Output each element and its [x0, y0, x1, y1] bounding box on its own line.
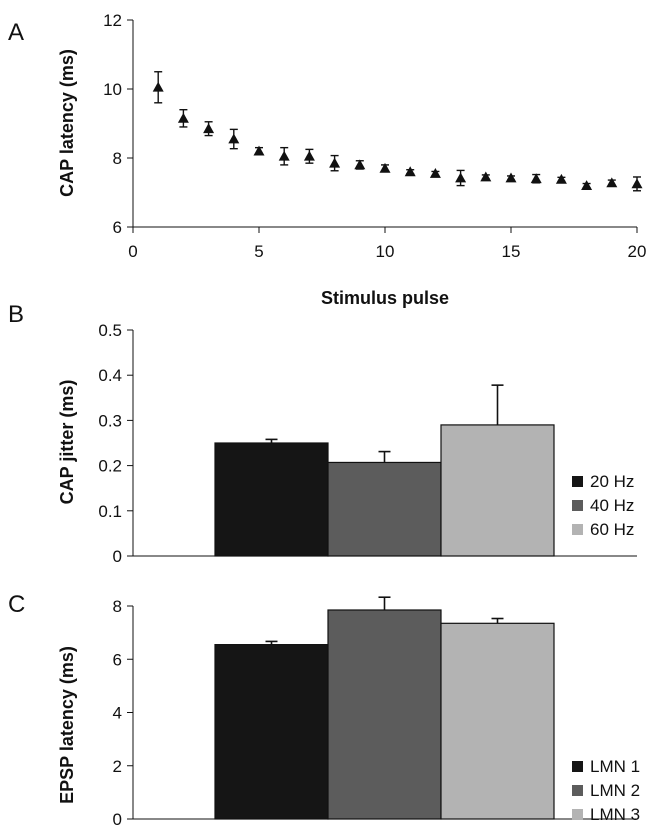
panel-label-b: B	[8, 301, 24, 328]
panel-a-data-point	[278, 150, 290, 161]
panel-b-bar-chart: 0 0.1 0.2 0.3 0.4 0.5 20 Hz 40 Hz 60 Hz	[98, 321, 637, 566]
panel-b-y-tick-label: 0.1	[98, 502, 122, 521]
panel-c-bar	[327, 609, 442, 820]
panel-label-a: A	[8, 19, 24, 46]
panel-a-data-point	[303, 150, 315, 161]
panel-a-y-tick-label: 8	[113, 149, 122, 168]
panel-b-bar	[214, 442, 329, 557]
panel-a-data-point	[505, 172, 517, 183]
panel-c-legend-label: LMN 2	[590, 781, 640, 800]
panel-a-data-point	[354, 159, 366, 170]
panel-c-bar	[214, 644, 329, 820]
panel-a-x-tick-label: 20	[628, 242, 647, 261]
panel-c-y-tick-label: 2	[113, 757, 122, 776]
panel-a-data-point	[631, 178, 643, 189]
panel-b-y-tick-label: 0.4	[98, 366, 122, 385]
panel-c-y-tick-label: 6	[113, 650, 122, 669]
panel-b-y-tick-label: 0.2	[98, 457, 122, 476]
panel-c-legend-swatch	[572, 809, 583, 820]
panel-b-legend-swatch	[572, 476, 583, 487]
panel-b-y-axis-label: CAP jitter (ms)	[57, 380, 77, 505]
panel-c-y-tick-label: 8	[113, 597, 122, 616]
panel-c-bar	[440, 622, 555, 820]
panel-a-x-axis-label: Stimulus pulse	[321, 288, 449, 308]
panel-c-legend-swatch	[572, 761, 583, 772]
panel-c-y-axis-label: EPSP latency (ms)	[57, 646, 77, 804]
panel-c-y-tick-label: 4	[113, 704, 122, 723]
panel-a-x-tick-label: 0	[128, 242, 137, 261]
panel-a-data-point	[228, 133, 240, 144]
panel-a-data-point	[253, 145, 265, 156]
panel-a-data-point	[203, 123, 215, 134]
panel-b-y-tick-label: 0	[113, 547, 122, 566]
panel-a-x-tick-label: 15	[502, 242, 521, 261]
panel-c-y-tick-label: 0	[113, 810, 122, 829]
panel-a-y-tick-label: 10	[103, 80, 122, 99]
panel-b-legend-label: 40 Hz	[590, 496, 634, 515]
panel-a-data-point	[404, 166, 416, 177]
panel-a-data-point	[530, 173, 542, 184]
panel-b-legend-label: 60 Hz	[590, 520, 634, 539]
panel-a-x-tick-label: 5	[254, 242, 263, 261]
panel-b-y-tick-label: 0.5	[98, 321, 122, 340]
panel-label-c: C	[8, 591, 25, 618]
panel-a-data-point	[379, 162, 391, 173]
panel-c-legend-swatch	[572, 785, 583, 796]
panel-a-y-tick-label: 6	[113, 218, 122, 237]
panel-b-legend-swatch	[572, 500, 583, 511]
panel-a-x-tick-label: 10	[376, 242, 395, 261]
panel-a-y-tick-label: 12	[103, 11, 122, 30]
panel-a-data-point	[152, 81, 164, 92]
panel-a-data-point	[329, 157, 341, 168]
panel-b-legend-label: 20 Hz	[590, 472, 634, 491]
panel-c-bar-chart: 0 2 4 6 8 LMN 1 LMN 2 LMN 3	[113, 596, 640, 829]
panel-a-y-axis-label: CAP latency (ms)	[57, 49, 77, 197]
panel-a-data-point	[555, 173, 567, 184]
panel-a-data-point	[429, 168, 441, 178]
panel-b-bar	[440, 424, 555, 557]
panel-a-data-point	[455, 172, 467, 183]
panel-b-bar	[327, 461, 442, 557]
panel-a-scatter-chart: 6 8 10 12 0 5 10 15 20	[103, 11, 646, 261]
panel-a-data-point	[480, 171, 492, 182]
panel-a-data-point	[177, 112, 189, 123]
panel-c-legend-label: LMN 1	[590, 757, 640, 776]
panel-b-y-tick-label: 0.3	[98, 411, 122, 430]
panel-c-legend-label: LMN 3	[590, 805, 640, 824]
panel-a-data-point	[581, 180, 593, 190]
panel-a-data-point	[606, 177, 618, 188]
panel-b-legend-swatch	[572, 524, 583, 535]
